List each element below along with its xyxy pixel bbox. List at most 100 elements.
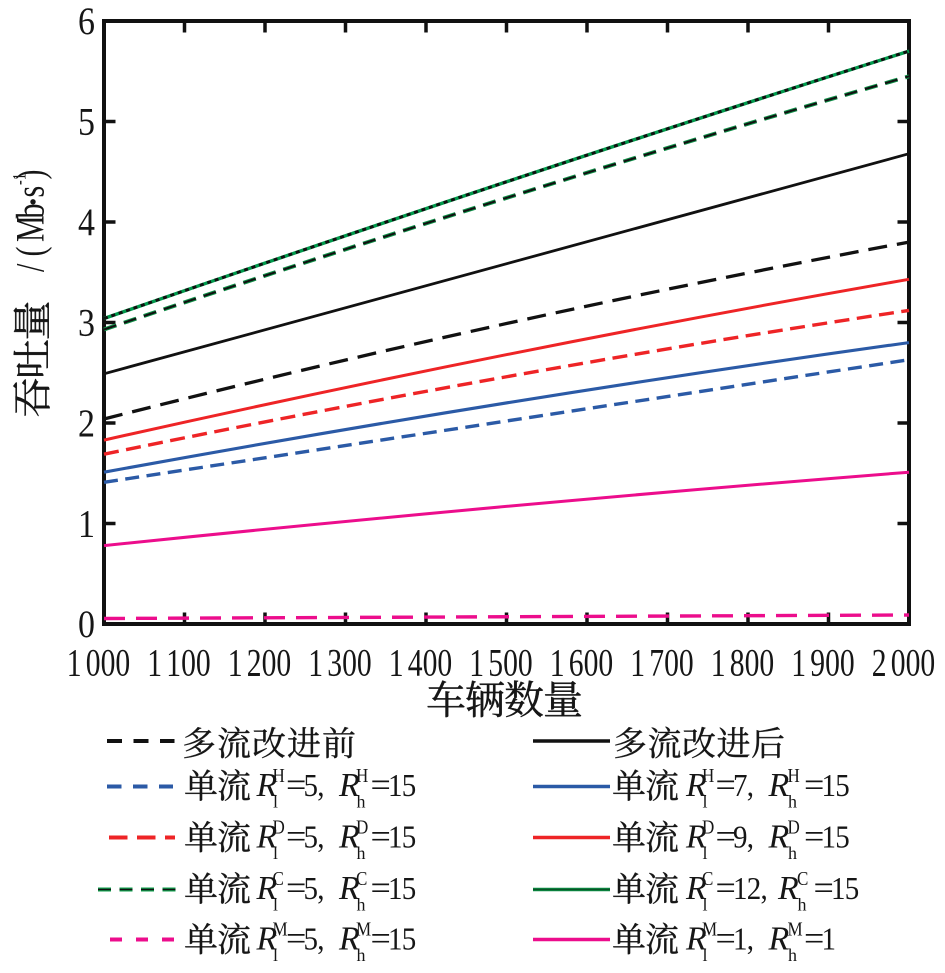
svg-text:15: 15 [388,871,415,906]
svg-text:1,: 1, [733,921,753,956]
svg-text:=: = [371,869,391,907]
svg-text:R: R [256,921,278,958]
svg-text:400: 400 [408,642,452,685]
svg-text:l: l [273,895,278,915]
svg-text:=: = [286,919,306,957]
svg-text:1: 1 [469,642,484,685]
svg-text:5,: 5, [304,871,324,906]
svg-text:C: C [797,868,808,891]
svg-text:R: R [338,921,360,958]
svg-text:3: 3 [78,300,95,344]
svg-text:C: C [702,868,713,891]
svg-text:R: R [338,767,360,804]
svg-text:900: 900 [810,642,854,685]
svg-text:15: 15 [388,768,415,803]
svg-text:15: 15 [822,768,849,803]
svg-text:l: l [703,843,708,863]
svg-text:l: l [703,945,708,965]
svg-text:R: R [777,870,799,907]
svg-text:-1: -1 [9,173,30,185]
svg-text:1: 1 [147,642,162,685]
svg-text:7,: 7, [733,768,753,803]
svg-text:12,: 12, [733,871,767,906]
svg-text:R: R [256,870,278,907]
svg-text:100: 100 [166,642,210,685]
svg-text:15: 15 [822,819,849,854]
svg-text:H: H [273,765,285,788]
svg-text:600: 600 [569,642,613,685]
svg-text:R: R [338,870,360,907]
svg-text:l: l [703,792,708,812]
svg-text:/: / [7,264,52,272]
svg-text:C: C [273,868,284,891]
svg-text:h: h [798,895,807,915]
svg-text:H: H [788,765,800,788]
svg-text:l: l [273,945,278,965]
svg-text:15: 15 [388,921,415,956]
svg-text:=: = [716,869,736,907]
svg-text:5,: 5, [304,921,324,956]
svg-text:M: M [273,918,288,941]
svg-text:1: 1 [78,501,95,545]
svg-text:1: 1 [228,642,243,685]
svg-text:): ) [7,170,52,180]
svg-text:=: = [286,817,306,855]
svg-text:h: h [357,843,366,863]
svg-text:1: 1 [67,642,82,685]
svg-text:000: 000 [86,642,130,685]
svg-text:=: = [371,766,391,804]
svg-text:1: 1 [389,642,404,685]
svg-text:D: D [356,816,368,839]
svg-text:1: 1 [791,642,806,685]
svg-text:M: M [7,215,52,242]
svg-text:R: R [256,767,278,804]
svg-text:15: 15 [831,871,858,906]
svg-text:2: 2 [78,401,95,445]
svg-text:500: 500 [488,642,532,685]
svg-text:h: h [788,843,797,863]
svg-text:=: = [804,919,824,957]
svg-text:1: 1 [711,642,726,685]
svg-text:D: D [788,816,800,839]
svg-text:h: h [357,895,366,915]
svg-text:h: h [357,945,366,965]
svg-text:=: = [716,766,736,804]
svg-text:000: 000 [891,642,935,685]
svg-text:9,: 9, [733,819,753,854]
svg-text:D: D [273,816,285,839]
svg-text:1: 1 [308,642,323,685]
svg-text:M: M [788,918,803,941]
svg-text:R: R [256,819,278,856]
svg-text:H: H [702,765,714,788]
svg-text:200: 200 [247,642,291,685]
svg-text:=: = [814,869,834,907]
svg-text:(: ( [7,247,52,257]
svg-text:M: M [356,918,371,941]
svg-text:C: C [356,868,367,891]
svg-text:h: h [788,792,797,812]
svg-text:l: l [703,895,708,915]
svg-text:15: 15 [388,819,415,854]
svg-text:s: s [7,186,52,198]
svg-text:300: 300 [327,642,371,685]
svg-text:1: 1 [550,642,565,685]
svg-text:R: R [768,767,790,804]
svg-text:R: R [685,819,707,856]
svg-text:5,: 5, [304,768,324,803]
svg-text:=: = [371,817,391,855]
svg-text:=: = [286,766,306,804]
svg-text:2: 2 [872,642,887,685]
svg-text:=: = [371,919,391,957]
svg-text:700: 700 [649,642,693,685]
svg-text:H: H [356,765,368,788]
svg-text:h: h [357,792,366,812]
svg-text:0: 0 [78,602,95,646]
svg-text:R: R [338,819,360,856]
svg-text:4: 4 [78,200,95,244]
svg-text:R: R [768,921,790,958]
svg-text:R: R [768,819,790,856]
svg-text:=: = [716,817,736,855]
svg-text:5: 5 [78,99,95,143]
svg-text:D: D [702,816,714,839]
svg-text:R: R [685,870,707,907]
